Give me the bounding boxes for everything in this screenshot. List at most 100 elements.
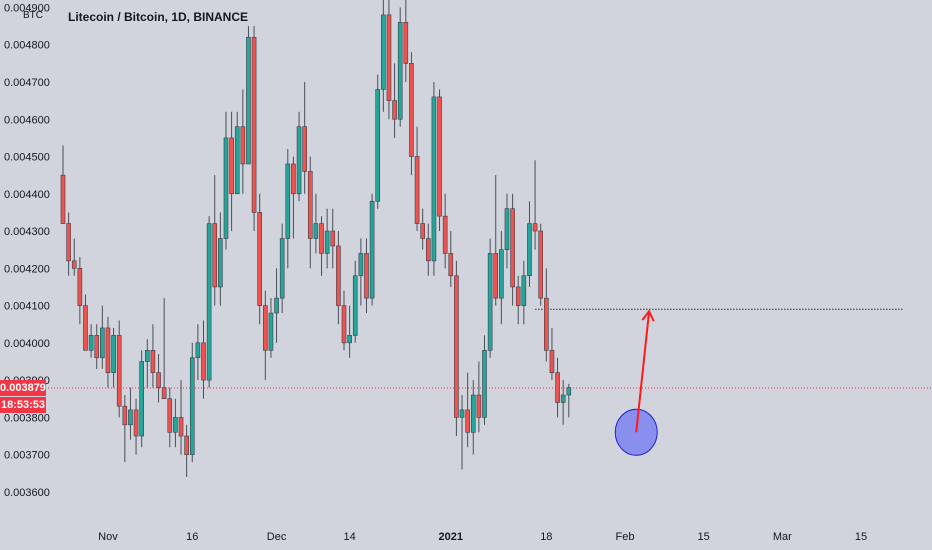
candle-up	[268, 312, 274, 351]
candle-down	[392, 100, 397, 120]
candle-up	[487, 253, 493, 351]
candle-up	[246, 36, 251, 165]
time-axis[interactable]: Nov 16 Dec 14 2021 18 Feb 15 Mar 15	[98, 531, 867, 543]
candle-up	[459, 409, 465, 418]
candle-down	[178, 417, 184, 437]
y-tick-label: 0.004200	[4, 263, 50, 275]
candle-down	[212, 223, 218, 288]
candle-down	[510, 208, 515, 288]
y-tick-label: 0.004400	[4, 189, 50, 201]
candle-down	[201, 342, 206, 381]
up-arrow-annotation[interactable]	[635, 309, 655, 433]
candle-up	[274, 297, 279, 314]
candles	[60, 0, 572, 478]
y-tick-label: 0.004800	[4, 40, 50, 52]
candle-down	[425, 238, 431, 262]
y-tick-label: 0.004000	[4, 338, 50, 350]
candle-down	[465, 409, 470, 433]
candle-down	[116, 335, 122, 407]
candle-up	[431, 96, 437, 262]
candle-down	[161, 387, 167, 400]
candle-up	[313, 223, 319, 239]
y-tick-label: 0.004500	[4, 152, 50, 164]
x-tick-label: 18	[540, 531, 552, 543]
y-tick-label: 0.004300	[4, 226, 50, 238]
candle-up	[195, 342, 201, 359]
candle-down	[448, 253, 454, 277]
candle-down	[257, 212, 263, 306]
arrow-shaft	[635, 311, 651, 433]
x-tick-label: 2021	[439, 531, 463, 543]
candle-up	[566, 387, 572, 396]
candle-down	[442, 215, 448, 254]
candle-down	[291, 163, 296, 195]
candle-up	[527, 223, 532, 277]
y-tick-label: 0.003800	[4, 412, 50, 424]
candle-down	[83, 305, 88, 351]
y-tick-label: 0.003700	[4, 450, 50, 462]
candle-down	[105, 327, 111, 373]
candle-down	[240, 126, 246, 165]
candle-up	[324, 230, 330, 254]
candle-up	[499, 249, 504, 299]
x-tick-label: Feb	[616, 531, 635, 543]
candle-down	[156, 372, 161, 388]
candle-down	[184, 435, 189, 455]
candle-down	[420, 223, 425, 239]
candle-up	[88, 335, 94, 351]
currency-label: BTC	[23, 10, 43, 21]
candle-up	[173, 417, 178, 433]
candle-down	[60, 174, 66, 224]
candle-down	[454, 275, 459, 418]
x-tick-label: 16	[186, 531, 198, 543]
candle-down	[302, 126, 307, 172]
candle-up	[189, 357, 195, 455]
candle-up	[145, 350, 150, 362]
x-tick-label: Nov	[98, 531, 118, 543]
candle-up	[285, 163, 291, 239]
arrow-head	[641, 309, 655, 322]
candle-down	[515, 286, 521, 306]
y-tick-label: 0.004600	[4, 114, 50, 126]
x-tick-label: 15	[698, 531, 710, 543]
candle-down	[336, 245, 341, 306]
candle-up	[352, 275, 358, 336]
candle-down	[133, 409, 139, 437]
candle-down	[341, 305, 347, 344]
candle-up	[128, 409, 133, 426]
candle-down	[386, 14, 392, 101]
candle-down	[330, 230, 336, 247]
y-tick-label: 0.004700	[4, 77, 50, 89]
candle-down	[94, 335, 100, 359]
candle-down	[414, 156, 420, 224]
candle-down	[77, 268, 83, 306]
candle-up	[397, 22, 403, 120]
x-tick-label: Dec	[267, 531, 287, 543]
candle-down	[66, 223, 71, 262]
candle-up	[358, 253, 364, 277]
chart-title: Litecoin / Bitcoin, 1D, BINANCE	[68, 10, 249, 24]
candle-up	[560, 394, 566, 403]
candle-down	[403, 22, 409, 64]
candle-down	[364, 253, 369, 299]
y-tick-label: 0.004900	[4, 2, 50, 14]
candle-up	[347, 335, 352, 344]
candle-down	[71, 260, 77, 269]
candle-down	[319, 223, 324, 254]
last-price-badge: 0.003879	[0, 379, 46, 396]
candle-down	[532, 223, 538, 232]
candle-down	[555, 372, 560, 403]
candle-up	[482, 350, 487, 418]
candle-down	[493, 253, 499, 299]
y-tick-label: 0.004100	[4, 301, 50, 313]
y-tick-label: 0.003600	[4, 487, 50, 499]
candle-up	[234, 126, 240, 195]
candle-down	[229, 137, 234, 195]
candle-up	[369, 200, 375, 299]
candle-up	[206, 223, 212, 381]
candle-down	[437, 96, 442, 217]
candle-down	[544, 297, 549, 351]
